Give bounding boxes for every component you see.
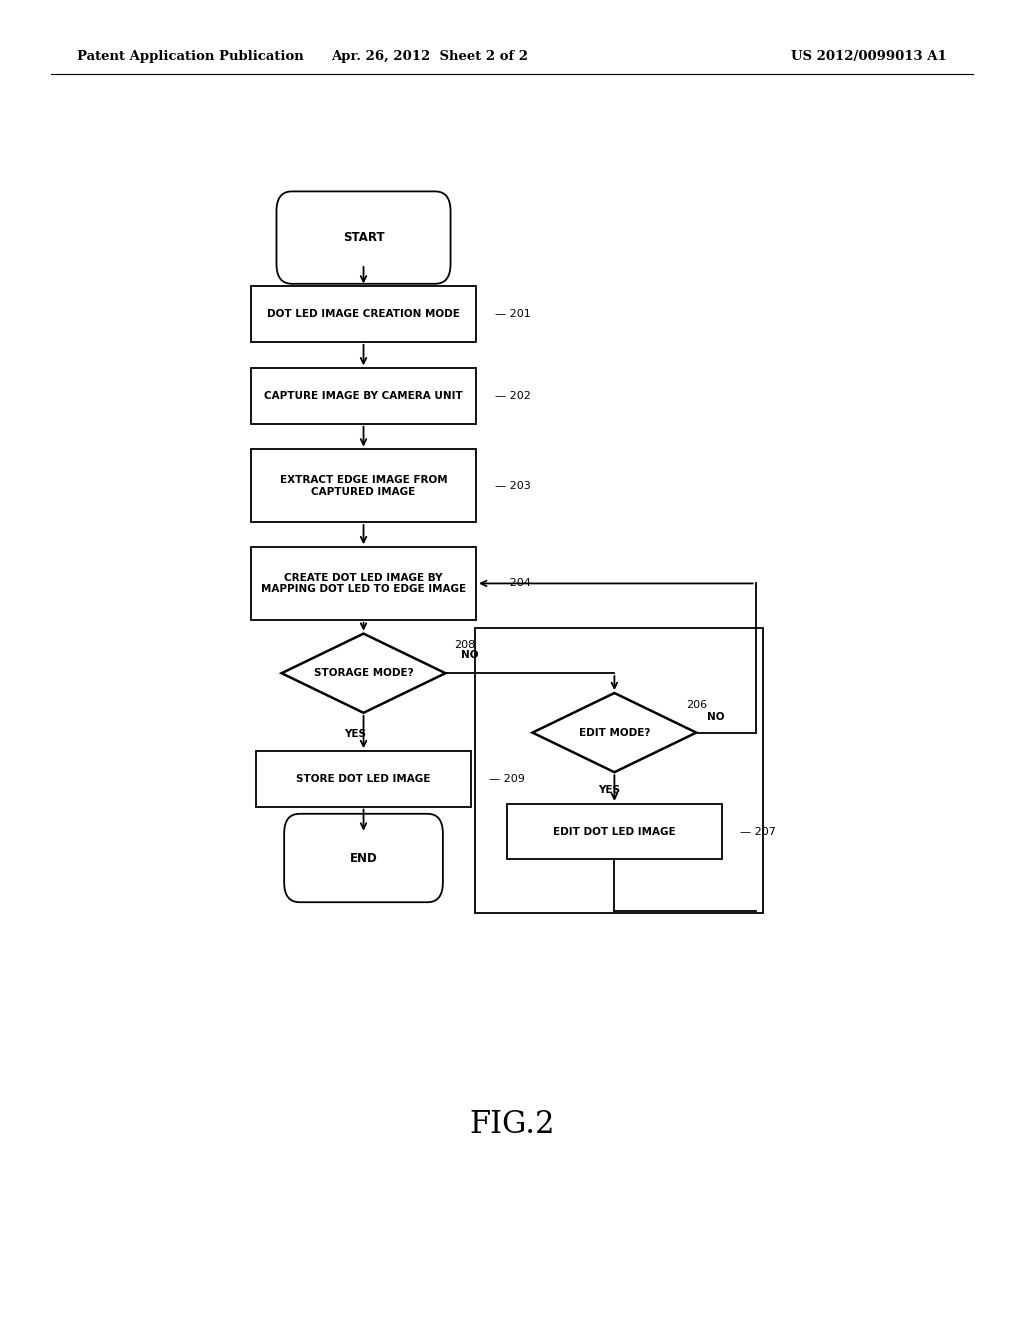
Text: END: END xyxy=(349,851,378,865)
Text: — 201: — 201 xyxy=(495,309,530,319)
FancyBboxPatch shape xyxy=(284,813,442,903)
Text: DOT LED IMAGE CREATION MODE: DOT LED IMAGE CREATION MODE xyxy=(267,309,460,319)
Polygon shape xyxy=(532,693,696,772)
Text: — 207: — 207 xyxy=(740,826,776,837)
Text: 208: 208 xyxy=(454,640,475,651)
Polygon shape xyxy=(282,634,445,713)
Text: CREATE DOT LED IMAGE BY
MAPPING DOT LED TO EDGE IMAGE: CREATE DOT LED IMAGE BY MAPPING DOT LED … xyxy=(261,573,466,594)
FancyBboxPatch shape xyxy=(251,286,476,342)
Text: YES: YES xyxy=(598,785,621,796)
Text: Patent Application Publication: Patent Application Publication xyxy=(77,50,303,63)
Text: — 202: — 202 xyxy=(495,391,530,401)
Text: Apr. 26, 2012  Sheet 2 of 2: Apr. 26, 2012 Sheet 2 of 2 xyxy=(332,50,528,63)
Text: EDIT MODE?: EDIT MODE? xyxy=(579,727,650,738)
Text: CAPTURE IMAGE BY CAMERA UNIT: CAPTURE IMAGE BY CAMERA UNIT xyxy=(264,391,463,401)
Text: — 203: — 203 xyxy=(495,480,530,491)
FancyBboxPatch shape xyxy=(507,804,722,859)
Text: NO: NO xyxy=(707,711,724,722)
Text: — 209: — 209 xyxy=(489,774,525,784)
FancyBboxPatch shape xyxy=(276,191,451,284)
FancyBboxPatch shape xyxy=(251,368,476,424)
Text: STORE DOT LED IMAGE: STORE DOT LED IMAGE xyxy=(296,774,431,784)
Text: EXTRACT EDGE IMAGE FROM
CAPTURED IMAGE: EXTRACT EDGE IMAGE FROM CAPTURED IMAGE xyxy=(280,475,447,496)
Text: STORAGE MODE?: STORAGE MODE? xyxy=(313,668,414,678)
Text: — 204: — 204 xyxy=(495,578,530,589)
FancyBboxPatch shape xyxy=(251,449,476,521)
FancyBboxPatch shape xyxy=(251,546,476,619)
Bar xyxy=(475,628,763,913)
Text: FIG.2: FIG.2 xyxy=(469,1109,555,1140)
Text: YES: YES xyxy=(344,729,367,739)
Text: US 2012/0099013 A1: US 2012/0099013 A1 xyxy=(792,50,947,63)
Text: START: START xyxy=(343,231,384,244)
FancyBboxPatch shape xyxy=(256,751,471,807)
Text: EDIT DOT LED IMAGE: EDIT DOT LED IMAGE xyxy=(553,826,676,837)
Text: 206: 206 xyxy=(686,700,708,710)
Text: NO: NO xyxy=(461,649,478,660)
